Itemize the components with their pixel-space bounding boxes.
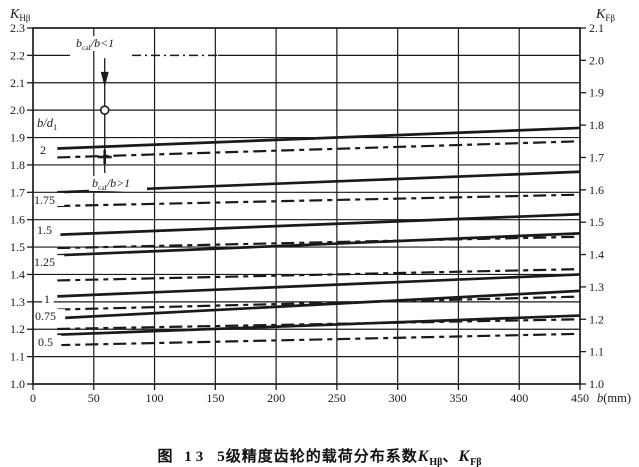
caption-separator: 、 — [442, 449, 459, 465]
curve-KFbeta-dashed-0.5 — [57, 332, 581, 347]
open-circle-marker — [99, 105, 110, 115]
series-b-d1-0.5 — [57, 314, 581, 347]
down-arrow-icon — [100, 71, 109, 87]
svg-text:400: 400 — [510, 391, 528, 405]
svg-text:1.5: 1.5 — [37, 223, 52, 237]
curve-KFbeta-dashed-1.5 — [57, 235, 581, 250]
svg-text:b/d1: b/d1 — [37, 116, 57, 132]
svg-text:1.6: 1.6 — [589, 183, 604, 197]
series-b-d1-1.25 — [57, 232, 581, 282]
svg-text:2.1: 2.1 — [589, 21, 604, 35]
svg-text:1.7: 1.7 — [10, 185, 25, 199]
svg-text:bcal/b>1: bcal/b>1 — [92, 176, 130, 192]
svg-text:0: 0 — [30, 391, 36, 405]
grid-lines — [32, 27, 581, 385]
right-axis-KFbeta: 2.1 2.0 1.9 1.8 1.7 1.6 1.5 1.4 1.3 1.2 1.1 1.0 — [580, 21, 604, 391]
svg-text:1.0: 1.0 — [589, 377, 604, 391]
svg-text:2.0: 2.0 — [10, 103, 25, 117]
svg-text:100: 100 — [146, 391, 164, 405]
series-b-d1-1.5 — [57, 212, 581, 250]
caption-title: 5级精度齿轮的载荷分布系数 — [217, 449, 418, 465]
svg-text:250: 250 — [328, 391, 346, 405]
plot-border — [32, 27, 581, 385]
caption-symbol-KHbeta: KHβ — [417, 448, 443, 467]
plus-marker — [97, 149, 112, 164]
svg-text:1.9: 1.9 — [589, 86, 604, 100]
caption-symbol-KFbeta: KFβ — [458, 448, 482, 467]
svg-text:1.6: 1.6 — [10, 213, 25, 227]
svg-text:1.5: 1.5 — [589, 215, 604, 229]
axes: 2.3 2.2 2.1 2.0 1.9 1.8 1.7 1.6 1.5 1.4 1.3 1.2 1.1 1… — [9, 7, 631, 405]
svg-text:KFβ: KFβ — [595, 7, 615, 23]
curve-KHbeta-solid-0.75 — [57, 289, 581, 320]
svg-text:1.3: 1.3 — [589, 280, 604, 294]
curve-KFbeta-dashed-1 — [57, 295, 581, 311]
svg-text:150: 150 — [206, 391, 224, 405]
svg-text:1.25: 1.25 — [34, 255, 55, 269]
svg-text:1.5: 1.5 — [10, 240, 25, 254]
caption-figure-number: 图 13 — [157, 449, 208, 465]
svg-text:2.0: 2.0 — [589, 53, 604, 67]
series-b-d1-0.75 — [57, 289, 581, 331]
svg-text:450: 450 — [571, 391, 589, 405]
load-distribution-chart: 2 1.75 1.5 1.25 1 0.75 0.5 b/d1 bcal/b<1 bcal/b>1… — [9, 7, 631, 405]
svg-text:0.75: 0.75 — [35, 309, 56, 323]
svg-text:b(mm): b(mm) — [597, 391, 631, 405]
svg-text:1.7: 1.7 — [589, 150, 604, 164]
svg-text:KHβ: KHβ — [9, 7, 31, 23]
svg-text:2.1: 2.1 — [10, 76, 25, 90]
series-labels: 2 1.75 1.5 1.25 1 0.75 0.5 b/d1 — [32, 116, 66, 349]
curve-KHbeta-solid-2 — [57, 126, 581, 150]
curve-KFbeta-dashed-1.25 — [57, 268, 581, 282]
svg-text:350: 350 — [449, 391, 467, 405]
bcal-annotation: bcal/b<1 bcal/b>1 — [73, 36, 147, 192]
figure-caption: 图 13 5级精度齿轮的载荷分布系数KHβ、KFβ — [0, 445, 639, 467]
left-axis-KHbeta: 2.3 2.2 2.1 2.0 1.9 1.8 1.7 1.6 1.5 1.4 1.3 1.2 1.1 1… — [10, 21, 33, 391]
svg-text:50: 50 — [88, 391, 100, 405]
svg-text:1.4: 1.4 — [10, 267, 25, 281]
svg-text:1.75: 1.75 — [34, 193, 55, 207]
svg-text:200: 200 — [267, 391, 285, 405]
svg-text:1.3: 1.3 — [10, 295, 25, 309]
curves — [57, 126, 581, 347]
curve-KHbeta-solid-1.5 — [57, 212, 581, 237]
svg-text:1.2: 1.2 — [589, 312, 604, 326]
series-b-d1-2 — [57, 126, 581, 159]
svg-text:1.0: 1.0 — [10, 377, 25, 391]
svg-text:300: 300 — [389, 391, 407, 405]
svg-text:2.3: 2.3 — [10, 21, 25, 35]
svg-text:1.9: 1.9 — [10, 131, 25, 145]
series-b-d1-1 — [57, 273, 581, 311]
curve-KFbeta-dashed-1.75 — [57, 193, 581, 208]
svg-text:1.4: 1.4 — [589, 248, 604, 262]
svg-text:bcal/b<1: bcal/b<1 — [76, 36, 114, 52]
svg-text:1.1: 1.1 — [10, 350, 25, 364]
svg-text:1.8: 1.8 — [10, 158, 25, 172]
svg-text:1.1: 1.1 — [589, 345, 604, 359]
svg-text:1.2: 1.2 — [10, 322, 25, 336]
curve-KFbeta-dashed-2 — [57, 140, 581, 159]
svg-text:2: 2 — [40, 143, 46, 157]
svg-text:1: 1 — [44, 292, 50, 306]
svg-text:1.8: 1.8 — [589, 118, 604, 132]
svg-text:2.2: 2.2 — [10, 48, 25, 62]
curve-KHbeta-solid-0.5 — [57, 314, 581, 337]
svg-text:0.5: 0.5 — [38, 335, 53, 349]
curve-KHbeta-solid-1.25 — [57, 232, 581, 257]
curve-KHbeta-solid-1 — [57, 273, 581, 298]
x-axis-b-mm: 0 50 100 150 200 250 300 350 400 450 — [30, 384, 589, 405]
